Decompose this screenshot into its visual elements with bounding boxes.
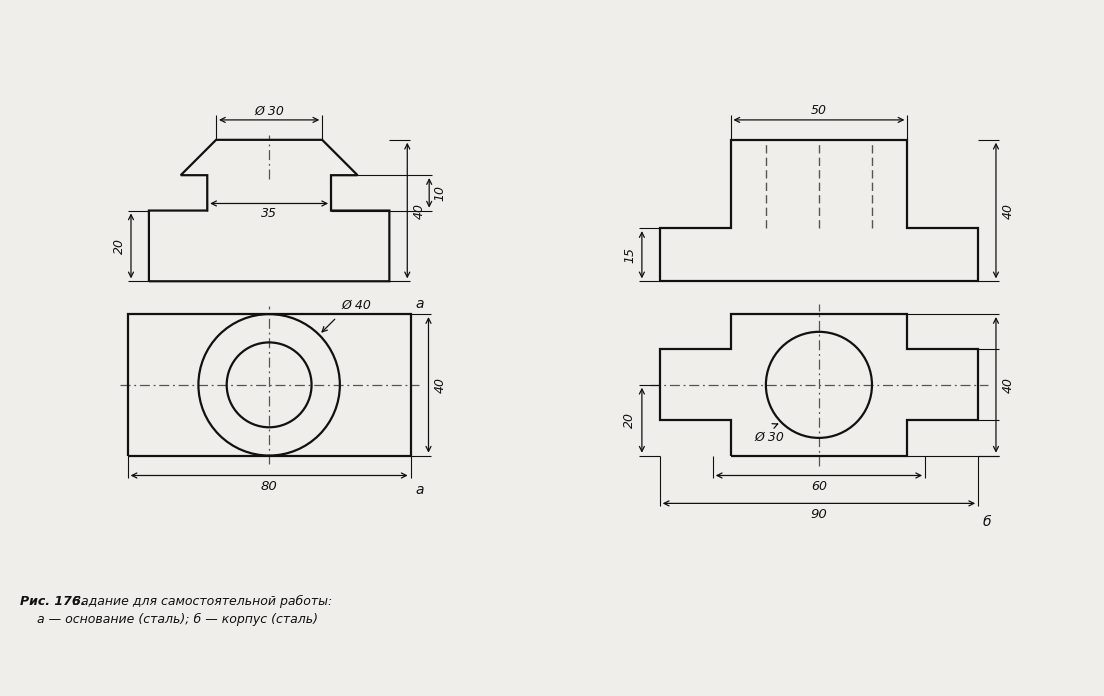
Text: 80: 80 — [261, 480, 277, 493]
Text: 35: 35 — [262, 207, 277, 220]
Text: а — основание (сталь); б — корпус (сталь): а — основание (сталь); б — корпус (сталь… — [38, 613, 318, 626]
Text: Ø 30: Ø 30 — [254, 104, 284, 118]
Polygon shape — [128, 314, 411, 456]
Text: 15: 15 — [624, 247, 636, 263]
Text: а: а — [415, 297, 424, 311]
Text: 20: 20 — [624, 412, 636, 428]
Text: Рис. 176.: Рис. 176. — [20, 595, 85, 608]
Text: 90: 90 — [810, 508, 827, 521]
Text: 40: 40 — [434, 377, 447, 393]
Polygon shape — [149, 140, 390, 281]
Text: 20: 20 — [113, 238, 126, 254]
Text: а: а — [415, 484, 424, 498]
Text: 40: 40 — [1001, 377, 1015, 393]
Text: Задание для самостоятельной работы:: Задание для самостоятельной работы: — [70, 595, 332, 608]
Text: Ø 30: Ø 30 — [754, 431, 785, 444]
Text: б: б — [983, 515, 991, 530]
Text: Ø 40: Ø 40 — [342, 299, 372, 313]
Polygon shape — [660, 140, 978, 281]
Text: 50: 50 — [811, 104, 827, 118]
Text: 40: 40 — [1001, 203, 1015, 219]
Text: 60: 60 — [811, 480, 827, 493]
Text: 10: 10 — [434, 185, 447, 201]
Polygon shape — [660, 314, 978, 456]
Text: 40: 40 — [413, 203, 426, 219]
